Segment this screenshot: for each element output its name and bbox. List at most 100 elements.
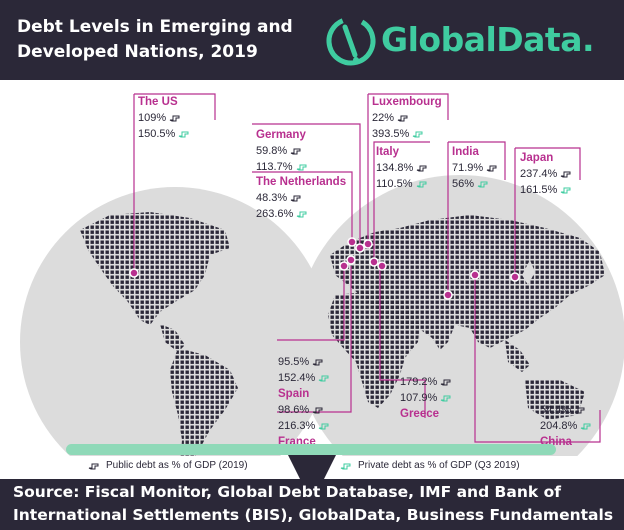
private-debt-hand-icon bbox=[413, 131, 423, 138]
legend-private-label: Private debt as % of GDP (Q3 2019) bbox=[358, 460, 520, 471]
germany-connector bbox=[252, 123, 361, 246]
legend-public: Public debt as % of GDP (2019) bbox=[88, 460, 248, 471]
netherlands-label: The Netherlands 48.3% 263.6% bbox=[256, 174, 346, 222]
title-line-1: Debt Levels in Emerging and bbox=[17, 17, 293, 37]
public-debt-hand-icon bbox=[169, 115, 180, 122]
greece-label: 179.2% 107.9% Greece bbox=[400, 374, 454, 422]
private-debt-hand-icon bbox=[477, 181, 488, 188]
us-marker[interactable] bbox=[129, 268, 139, 278]
india-private-value: 56% bbox=[452, 178, 475, 190]
japan-private-value: 161.5% bbox=[520, 184, 558, 196]
italy-connector bbox=[373, 141, 430, 260]
germany-public-row: 59.8% bbox=[256, 143, 310, 159]
public-debt-hand-icon bbox=[561, 171, 571, 178]
us-public-row: 109% bbox=[138, 110, 192, 126]
us-label-frame bbox=[134, 93, 216, 120]
source-text: Source: Fiscal Monitor, Global Debt Data… bbox=[13, 483, 614, 524]
luxembourg-marker[interactable] bbox=[363, 239, 373, 249]
header: Debt Levels in Emerging and Developed Na… bbox=[0, 0, 624, 80]
logo-wordmark: GlobalData. bbox=[381, 20, 595, 59]
spain-connector bbox=[277, 266, 345, 341]
italy-private-value: 110.5% bbox=[376, 178, 413, 190]
india-frame bbox=[448, 141, 506, 180]
map-area: The US 109% 150.5% Germany 59.8% 113.7% … bbox=[0, 80, 624, 505]
japan-country-name: Japan bbox=[520, 152, 554, 164]
netherlands-marker[interactable] bbox=[347, 237, 357, 247]
spain-marker[interactable] bbox=[339, 261, 349, 271]
france-connector bbox=[277, 266, 352, 413]
france-public-row: 98.6% bbox=[278, 402, 332, 418]
us-private-value: 150.5% bbox=[138, 128, 176, 140]
greece-private-row: 107.9% bbox=[400, 390, 454, 406]
luxembourg-frame bbox=[368, 93, 449, 120]
china-connector bbox=[474, 275, 601, 443]
germany-country-name: Germany bbox=[256, 129, 306, 141]
japan-label: Japan 237.4% 161.5% bbox=[520, 150, 574, 198]
legend-public-label: Public debt as % of GDP (2019) bbox=[106, 460, 248, 471]
india-marker[interactable] bbox=[443, 290, 453, 300]
france-private-value: 216.3% bbox=[278, 420, 316, 432]
japan-private-row: 161.5% bbox=[520, 182, 574, 198]
spain-private-row: 152.4% bbox=[278, 370, 332, 386]
us-label: The US 109% 150.5% bbox=[138, 94, 192, 142]
private-debt-hand-icon bbox=[340, 463, 351, 469]
italy-label: Italy 134.8% 110.5% bbox=[376, 144, 430, 192]
luxembourg-private-value: 393.5% bbox=[372, 128, 410, 140]
luxembourg-country-name: Luxembourg bbox=[372, 96, 442, 108]
greece-public-row: 179.2% bbox=[400, 374, 454, 390]
public-debt-hand-icon bbox=[290, 195, 301, 202]
greece-marker[interactable] bbox=[377, 261, 387, 271]
china-marker[interactable] bbox=[470, 270, 480, 280]
luxembourg-public-value: 22% bbox=[372, 112, 395, 124]
netherlands-private-row: 263.6% bbox=[256, 206, 346, 222]
private-debt-hand-icon bbox=[416, 181, 426, 188]
infographic-title: Debt Levels in Emerging and Developed Na… bbox=[17, 15, 327, 65]
title-line-2: Developed Nations, 2019 bbox=[17, 42, 258, 62]
legend-private: Private debt as % of GDP (Q3 2019) bbox=[340, 460, 520, 471]
germany-private-row: 113.7% bbox=[256, 159, 310, 175]
italy-private-row: 110.5% bbox=[376, 176, 430, 192]
spain-country-name: Spain bbox=[278, 388, 310, 400]
north-america-landmass bbox=[80, 212, 230, 352]
private-debt-hand-icon bbox=[319, 423, 329, 430]
italy-public-value: 134.8% bbox=[376, 162, 414, 174]
private-debt-hand-icon bbox=[319, 375, 329, 382]
india-private-row: 56% bbox=[452, 176, 500, 192]
stand-bar bbox=[66, 444, 556, 455]
footer: Source: Fiscal Monitor, Global Debt Data… bbox=[0, 479, 624, 530]
netherlands-country-name: The Netherlands bbox=[256, 176, 347, 188]
spain-label: 95.5% 152.4% Spain bbox=[278, 354, 332, 402]
netherlands-public-row: 48.3% bbox=[256, 190, 346, 206]
netherlands-public-value: 48.3% bbox=[256, 192, 288, 204]
japan-frame bbox=[515, 147, 581, 180]
france-marker[interactable] bbox=[346, 255, 356, 265]
private-debt-hand-icon bbox=[297, 211, 307, 218]
public-debt-hand-icon bbox=[88, 463, 99, 469]
japan-marker[interactable] bbox=[510, 272, 520, 282]
greece-private-value: 107.9% bbox=[400, 392, 438, 404]
private-debt-hand-icon bbox=[561, 187, 571, 194]
greece-connector bbox=[379, 265, 426, 418]
public-debt-hand-icon bbox=[441, 379, 451, 386]
public-debt-hand-icon bbox=[312, 359, 323, 366]
greece-country-name: Greece bbox=[400, 408, 440, 420]
china-public-value: 54.4% bbox=[540, 404, 572, 416]
south-america-landmass bbox=[170, 348, 238, 470]
germany-marker[interactable] bbox=[355, 243, 365, 253]
us-country-name: The US bbox=[138, 96, 178, 108]
netherlands-private-value: 263.6% bbox=[256, 208, 294, 220]
spain-public-row: 95.5% bbox=[278, 354, 332, 370]
japan-public-row: 237.4% bbox=[520, 166, 574, 182]
germany-label: Germany 59.8% 113.7% bbox=[256, 127, 310, 175]
italy-marker[interactable] bbox=[369, 257, 379, 267]
china-private-value: 204.8% bbox=[540, 420, 578, 432]
india-country-name: India bbox=[452, 146, 479, 158]
italy-public-row: 134.8% bbox=[376, 160, 430, 176]
us-public-value: 109% bbox=[138, 112, 167, 124]
globe-stand bbox=[66, 444, 556, 479]
greece-public-value: 179.2% bbox=[400, 376, 438, 388]
public-debt-hand-icon bbox=[290, 148, 301, 155]
luxembourg-public-row: 22% bbox=[372, 110, 442, 126]
us-private-row: 150.5% bbox=[138, 126, 192, 142]
italy-country-name: Italy bbox=[376, 146, 400, 158]
